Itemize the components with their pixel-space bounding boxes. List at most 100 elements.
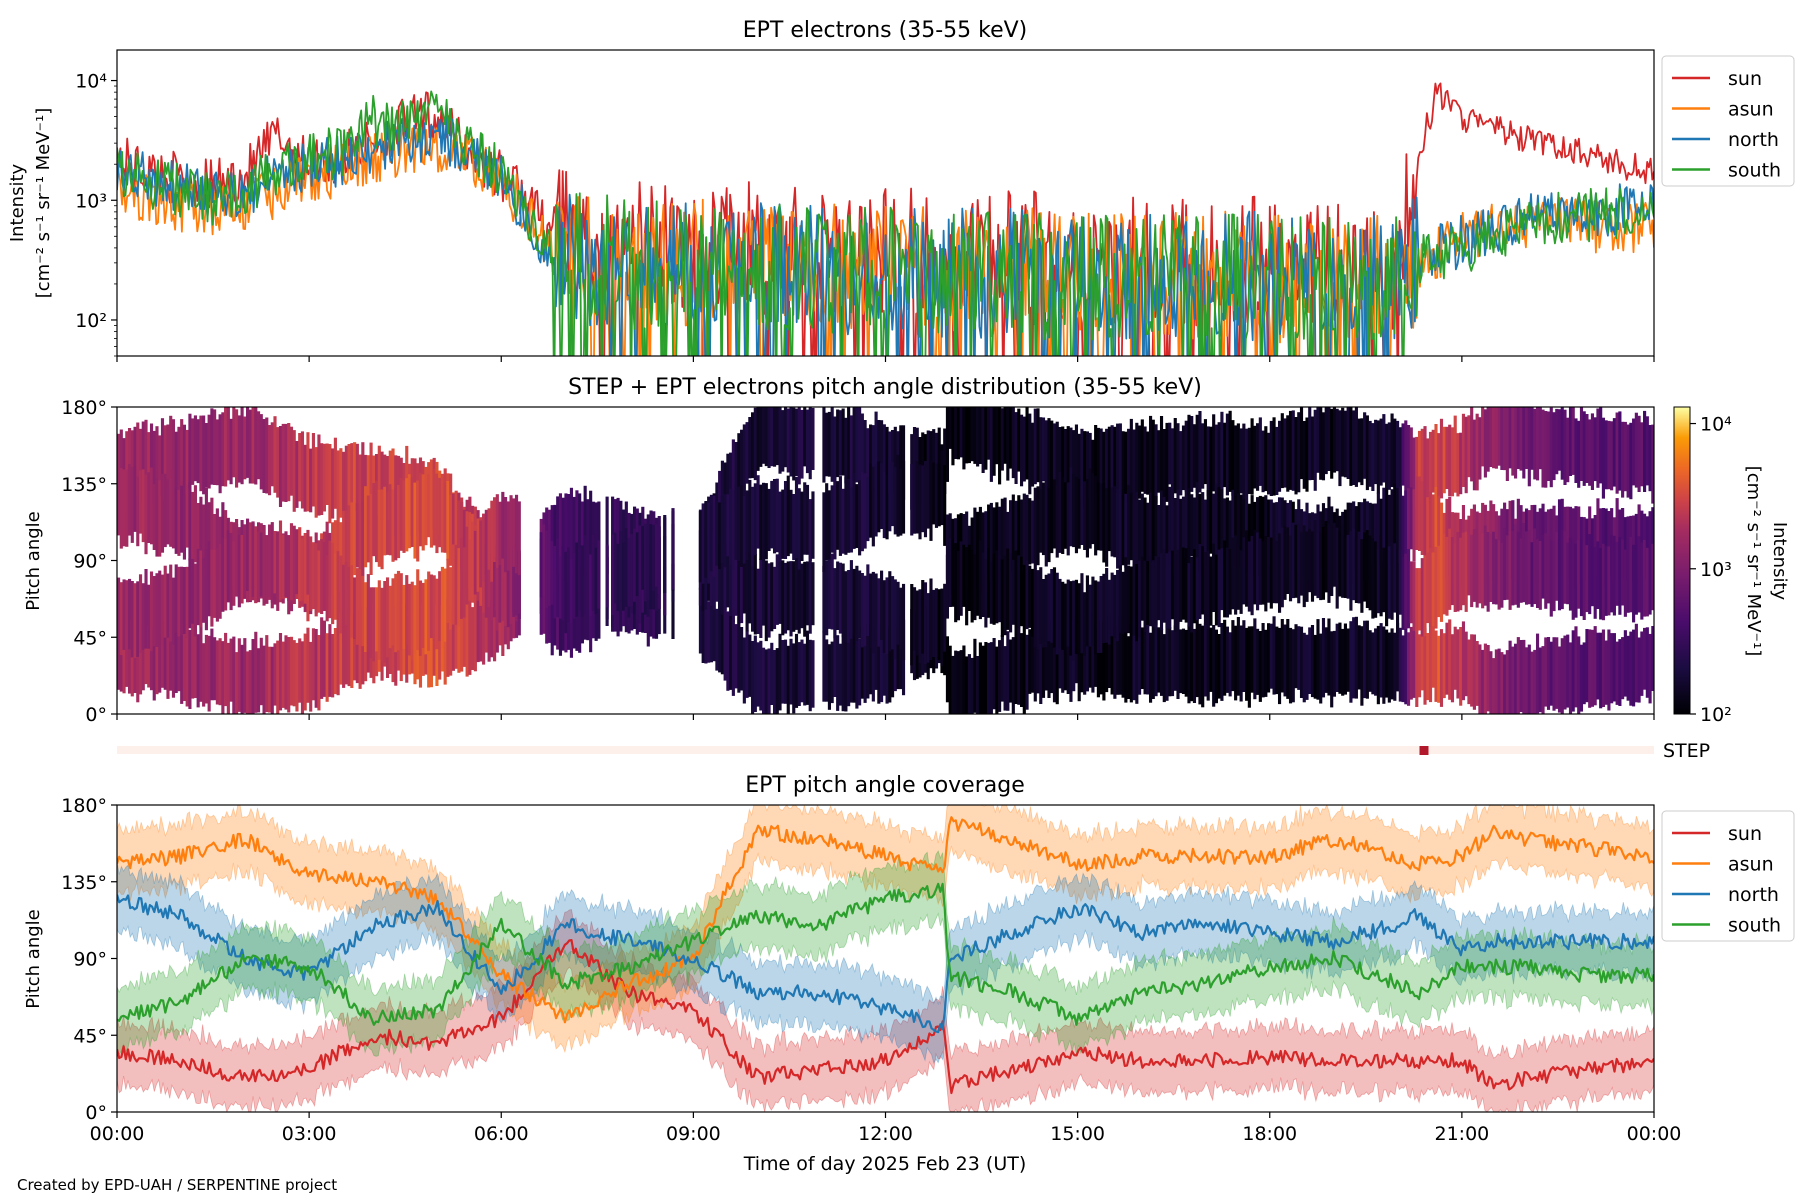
heatmap-cell xyxy=(1129,624,1133,703)
x-tick-label: 03:00 xyxy=(282,1123,337,1145)
heatmap-cell xyxy=(726,543,730,608)
heatmap-cell xyxy=(1445,536,1449,616)
heatmap-cell xyxy=(1066,616,1070,694)
heatmap-cell xyxy=(1041,579,1046,648)
heatmap-cell xyxy=(1132,499,1136,574)
heatmap-cell xyxy=(160,621,165,688)
heatmap-cell xyxy=(1393,418,1397,489)
heatmap-cell xyxy=(1379,498,1383,566)
heatmap-cell xyxy=(734,624,738,689)
heatmap-cell xyxy=(1146,431,1150,495)
heatmap-cell xyxy=(1019,633,1024,707)
heatmap-cell xyxy=(945,514,950,580)
heatmap-cell xyxy=(1525,407,1529,469)
heatmap-cell xyxy=(1434,487,1438,569)
heatmap-cell xyxy=(1401,495,1405,565)
step-label: STEP xyxy=(1663,740,1710,762)
heatmap-cell xyxy=(756,642,760,707)
heatmap-cell xyxy=(396,485,401,559)
heatmap-cell xyxy=(923,582,928,664)
heatmap-cell xyxy=(298,527,302,602)
heatmap-cell xyxy=(1643,627,1647,690)
heatmap-cell xyxy=(1453,626,1457,690)
heatmap-cell xyxy=(1288,410,1293,490)
heatmap-cell xyxy=(1341,628,1345,696)
heatmap-cell xyxy=(213,550,217,618)
heatmap-cell xyxy=(1275,502,1279,576)
heatmap-cell xyxy=(558,556,563,619)
heatmap-cell xyxy=(449,604,453,676)
heatmap-cell xyxy=(1261,623,1265,698)
heatmap-cell xyxy=(1368,630,1372,692)
heatmap-cell xyxy=(830,641,834,704)
heatmap-cell xyxy=(1489,651,1493,714)
heatmap-cell xyxy=(1415,568,1419,633)
heatmap-cell xyxy=(1225,626,1229,693)
heatmap-cell xyxy=(347,505,351,575)
heatmap-cell xyxy=(484,589,488,653)
heatmap-cell xyxy=(893,466,897,535)
heatmap-cell xyxy=(704,501,708,578)
heatmap-cell xyxy=(1319,633,1323,704)
heatmap-cell xyxy=(1579,644,1584,712)
heatmap-cell xyxy=(1623,630,1627,697)
heatmap-cell xyxy=(1354,538,1358,603)
heatmap-cell xyxy=(361,575,365,647)
heatmap-cell xyxy=(1220,623,1224,701)
heatmap-cell xyxy=(344,562,348,625)
heatmap-cell xyxy=(1497,648,1501,714)
heatmap-cell xyxy=(1025,494,1029,570)
heatmap-cell xyxy=(965,547,969,626)
heatmap-cell xyxy=(539,573,543,635)
heatmap-cell xyxy=(287,535,291,601)
heatmap-cell xyxy=(1009,553,1013,633)
heatmap-cell xyxy=(149,467,154,545)
heatmap-cell xyxy=(1404,553,1408,629)
heatmap-cell xyxy=(1552,412,1556,481)
heatmap-cell xyxy=(998,506,1002,585)
heatmap-cell xyxy=(734,537,738,616)
heatmap-cell xyxy=(1074,579,1079,654)
heatmap-cell xyxy=(976,656,980,714)
heatmap-cell xyxy=(792,494,796,561)
heatmap-cell xyxy=(822,565,826,633)
heatmap-cell xyxy=(166,424,170,487)
heatmap-cell xyxy=(987,548,991,618)
heatmap-cell xyxy=(1272,616,1276,695)
heatmap-cell xyxy=(1338,410,1342,487)
heatmap-cell xyxy=(202,504,206,572)
heatmap-cell xyxy=(583,485,587,565)
panel1-title: EPT electrons (35-55 keV) xyxy=(743,18,1028,43)
heatmap-cell xyxy=(180,419,184,493)
heatmap-cell xyxy=(863,638,867,703)
heatmap-cell xyxy=(937,462,941,527)
heatmap-cell xyxy=(874,411,878,489)
heatmap-cell xyxy=(803,643,807,706)
heatmap-cell xyxy=(860,413,864,486)
heatmap-cell xyxy=(1017,408,1021,472)
heatmap-cell xyxy=(786,645,790,714)
heatmap-cell xyxy=(399,478,403,551)
heatmap-cell xyxy=(858,480,862,556)
heatmap-cell xyxy=(174,431,178,494)
heatmap-cell xyxy=(1280,619,1284,693)
heatmap-cell xyxy=(1601,417,1605,499)
heatmap-cell xyxy=(410,581,414,661)
heatmap-cell xyxy=(781,640,785,704)
heatmap-cell xyxy=(306,627,310,703)
heatmap-cell xyxy=(1448,619,1452,700)
heatmap-cell xyxy=(1593,547,1597,619)
heatmap-cell xyxy=(1497,407,1501,466)
panel2-title: STEP + EPT electrons pitch angle distrib… xyxy=(568,375,1202,400)
heatmap-cell xyxy=(267,646,272,713)
heatmap-cell xyxy=(317,635,321,711)
heatmap-cell xyxy=(1596,408,1600,488)
heatmap-cell xyxy=(1187,414,1191,496)
heatmap-cell xyxy=(399,573,403,650)
heatmap-cell xyxy=(764,407,768,467)
heatmap-cell xyxy=(567,494,571,567)
heatmap-cell xyxy=(1286,415,1290,492)
heatmap-cell xyxy=(578,548,582,611)
heatmap-cell xyxy=(888,627,892,703)
heatmap-cell xyxy=(221,412,225,487)
